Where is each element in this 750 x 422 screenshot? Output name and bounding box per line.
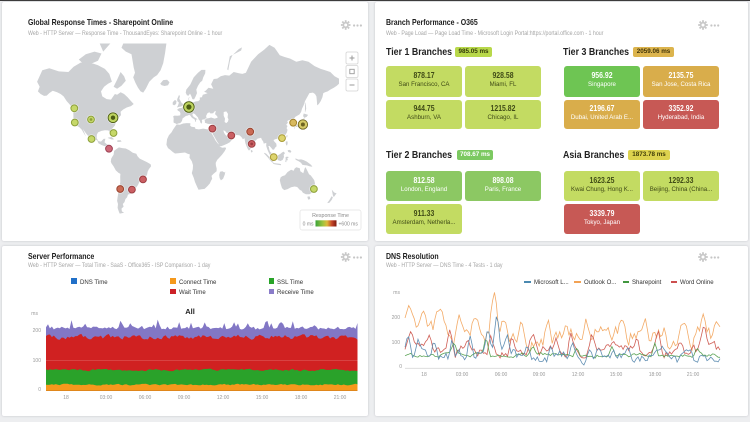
svg-text:0 ms: 0 ms: [303, 222, 314, 228]
svg-text:+600 ms: +600 ms: [339, 222, 359, 228]
svg-text:Response Time: Response Time: [312, 213, 349, 219]
